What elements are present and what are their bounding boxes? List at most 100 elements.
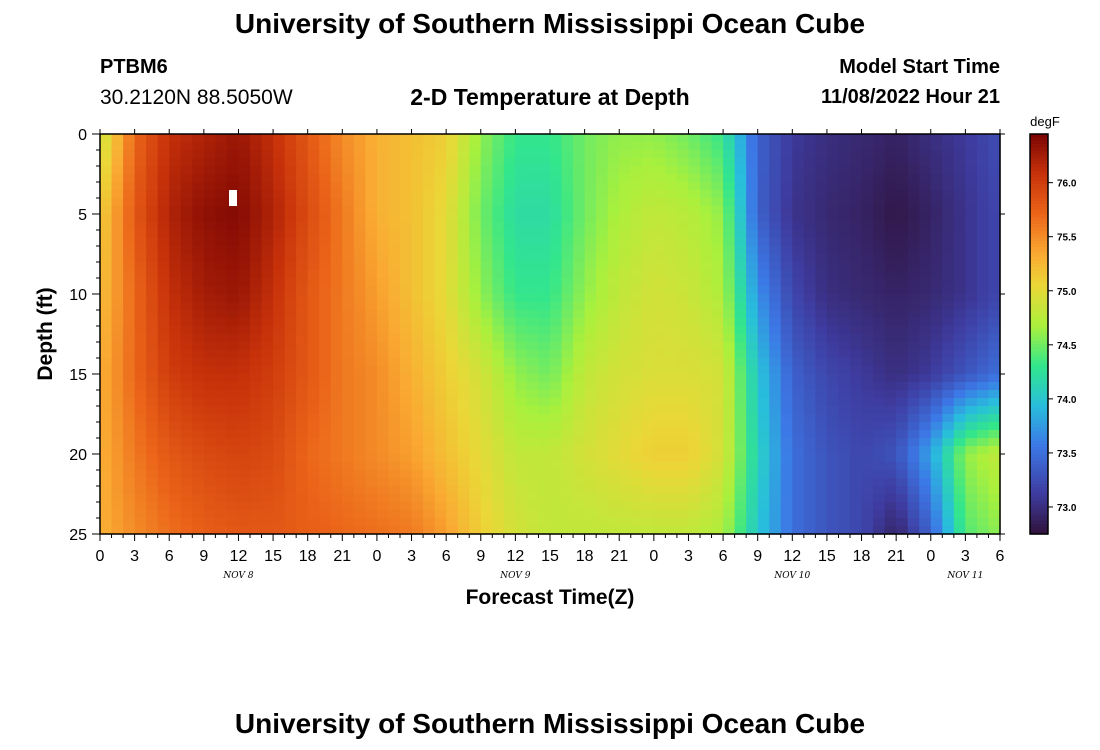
heatmap-cell <box>480 510 493 519</box>
heatmap-cell <box>226 310 240 319</box>
heatmap-cell <box>838 134 851 143</box>
heatmap-cell <box>400 430 413 439</box>
heatmap-cell <box>215 270 228 279</box>
heatmap-cell <box>884 414 897 423</box>
heatmap-cell <box>111 206 124 215</box>
heatmap-cell <box>330 198 343 207</box>
heatmap-cell <box>515 414 528 423</box>
heatmap-cell <box>319 502 332 511</box>
heatmap-cell <box>157 518 170 527</box>
heatmap-cell <box>953 454 966 463</box>
heatmap-cell <box>226 238 240 247</box>
heatmap-cell <box>411 518 424 527</box>
colorbar-segment <box>1030 414 1048 418</box>
heatmap-cell <box>538 526 551 535</box>
heatmap-cell <box>930 470 943 479</box>
heatmap-cell <box>480 526 493 535</box>
heatmap-cell <box>665 422 678 431</box>
heatmap-cell <box>134 246 147 255</box>
heatmap-cell <box>146 366 159 375</box>
heatmap-cell <box>376 254 390 263</box>
heatmap-cell <box>873 278 886 287</box>
heatmap-cell <box>665 382 678 391</box>
heatmap-cell <box>561 326 574 335</box>
heatmap-cell <box>192 526 205 535</box>
heatmap-cell <box>584 470 597 479</box>
heatmap-cell <box>653 462 666 471</box>
heatmap-cell <box>134 182 147 191</box>
heatmap-cell <box>261 446 274 455</box>
heatmap-cell <box>976 462 990 471</box>
heatmap-cell <box>180 318 193 327</box>
heatmap-cell <box>503 150 516 159</box>
heatmap-cell <box>273 350 286 359</box>
heatmap-cell <box>100 430 113 439</box>
heatmap-cell <box>365 470 378 479</box>
heatmap-cell <box>411 270 424 279</box>
heatmap-cell <box>653 238 666 247</box>
heatmap-cell <box>365 510 378 519</box>
heatmap-cell <box>169 142 182 151</box>
heatmap-cell <box>607 374 620 383</box>
heatmap-cell <box>550 214 563 223</box>
heatmap-cell <box>146 206 159 215</box>
heatmap-cell <box>953 206 966 215</box>
heatmap-cell <box>457 526 470 535</box>
heatmap-cell <box>965 390 978 399</box>
heatmap-cell <box>330 510 343 519</box>
heatmap-cell <box>376 462 390 471</box>
heatmap-cell <box>942 198 955 207</box>
heatmap-cell <box>873 182 886 191</box>
heatmap-cell <box>861 190 874 199</box>
heatmap-cell <box>284 398 297 407</box>
heatmap-cell <box>630 390 643 399</box>
heatmap-cell <box>226 350 240 359</box>
heatmap-cell <box>653 278 666 287</box>
heatmap-cell <box>953 430 966 439</box>
heatmap-cell <box>734 342 747 351</box>
heatmap-cell <box>503 398 516 407</box>
heatmap-cell <box>169 366 182 375</box>
heatmap-cell <box>642 398 655 407</box>
heatmap-cell <box>400 182 413 191</box>
heatmap-cell <box>723 310 736 319</box>
heatmap-cell <box>226 446 240 455</box>
heatmap-cell <box>111 302 124 311</box>
heatmap-cell <box>850 198 863 207</box>
heatmap-cell <box>700 454 713 463</box>
heatmap-cell <box>215 182 228 191</box>
heatmap-cell <box>388 398 401 407</box>
heatmap-cell <box>492 278 505 287</box>
heatmap-cell <box>769 278 782 287</box>
heatmap-cell <box>342 526 355 535</box>
colorbar-segment <box>1030 200 1048 205</box>
heatmap-cell <box>930 238 943 247</box>
heatmap-cell <box>111 478 124 487</box>
heatmap-cell <box>100 182 113 191</box>
heatmap-cell <box>492 526 505 535</box>
heatmap-cell <box>203 382 216 391</box>
heatmap-cell <box>630 310 643 319</box>
heatmap-cell <box>434 254 447 263</box>
heatmap-cell <box>665 222 678 231</box>
heatmap-cell <box>100 230 113 239</box>
heatmap-cell <box>550 134 563 143</box>
heatmap-cell <box>203 486 216 495</box>
heatmap-cell <box>503 358 516 367</box>
heatmap-cell <box>342 382 355 391</box>
heatmap-cell <box>919 142 932 151</box>
heatmap-cell <box>561 502 574 511</box>
heatmap-cell <box>850 366 863 375</box>
heatmap-cell <box>180 134 193 143</box>
heatmap-cell <box>723 526 736 535</box>
heatmap-cell <box>734 318 747 327</box>
heatmap-cell <box>353 422 366 431</box>
heatmap-cell <box>953 326 966 335</box>
heatmap-cell <box>411 414 424 423</box>
heatmap-cell <box>169 518 182 527</box>
heatmap-cell <box>607 246 620 255</box>
heatmap-cell <box>907 254 920 263</box>
heatmap-cell <box>157 158 170 167</box>
heatmap-cell <box>919 294 932 303</box>
heatmap-cell <box>296 438 309 447</box>
